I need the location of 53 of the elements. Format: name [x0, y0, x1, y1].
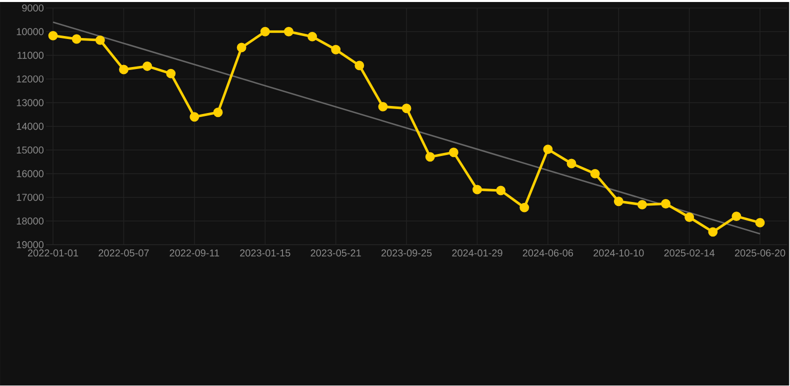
point [142, 62, 152, 72]
x-tick-label: 2022-05-07 [98, 250, 149, 257]
y-tick-label: 15000 [16, 146, 44, 154]
x-tick-label: 2022-09-11 [170, 250, 220, 257]
point [755, 218, 765, 228]
y-tick-label: 12000 [16, 76, 44, 83]
point [732, 212, 742, 222]
point [425, 152, 435, 162]
point [166, 69, 176, 78]
point [496, 186, 506, 196]
point [308, 32, 317, 42]
x-tick-label: 2023-09-25 [381, 250, 432, 257]
x-tick-label: 2023-01-15 [240, 250, 290, 257]
point [95, 36, 105, 46]
point [402, 104, 412, 114]
point [190, 112, 200, 122]
y-tick-label: 9000 [22, 4, 44, 12]
y-tick-label: 18000 [16, 218, 44, 225]
y-tick-label: 14000 [16, 123, 44, 130]
point [354, 60, 364, 70]
point [48, 31, 58, 41]
x-tick-label: 2025-06-20 [734, 250, 786, 257]
point [590, 169, 600, 179]
point [260, 27, 270, 37]
y-tick-label: 10000 [16, 28, 44, 36]
point [614, 196, 624, 206]
point [566, 159, 576, 168]
x-tick-label: 2024-01-29 [452, 250, 502, 257]
point [684, 212, 694, 222]
y-tick-label: 17000 [16, 194, 44, 202]
point [236, 43, 246, 52]
y-tick-label: 13000 [16, 99, 44, 106]
point [72, 34, 82, 44]
x-tick-label: 2023-05-21 [310, 250, 361, 257]
y-tick-label: 11000 [18, 52, 44, 60]
point [284, 27, 294, 37]
x-tick-label: 2024-10-10 [594, 250, 644, 257]
point [543, 144, 553, 154]
y-tick-label: 19000 [16, 241, 44, 248]
point [472, 185, 482, 194]
point [331, 45, 341, 55]
point [661, 199, 670, 209]
point [378, 102, 388, 112]
point [119, 65, 128, 74]
point [213, 108, 223, 118]
point [637, 200, 647, 210]
x-tick-label: 2022-01-01 [28, 250, 78, 257]
point [448, 148, 458, 158]
x-tick-label: 2024-06-06 [522, 250, 574, 257]
y-tick-label: 16000 [16, 170, 44, 178]
point [520, 203, 530, 212]
point [708, 227, 718, 237]
x-tick-label: 2025-02-14 [664, 250, 715, 257]
